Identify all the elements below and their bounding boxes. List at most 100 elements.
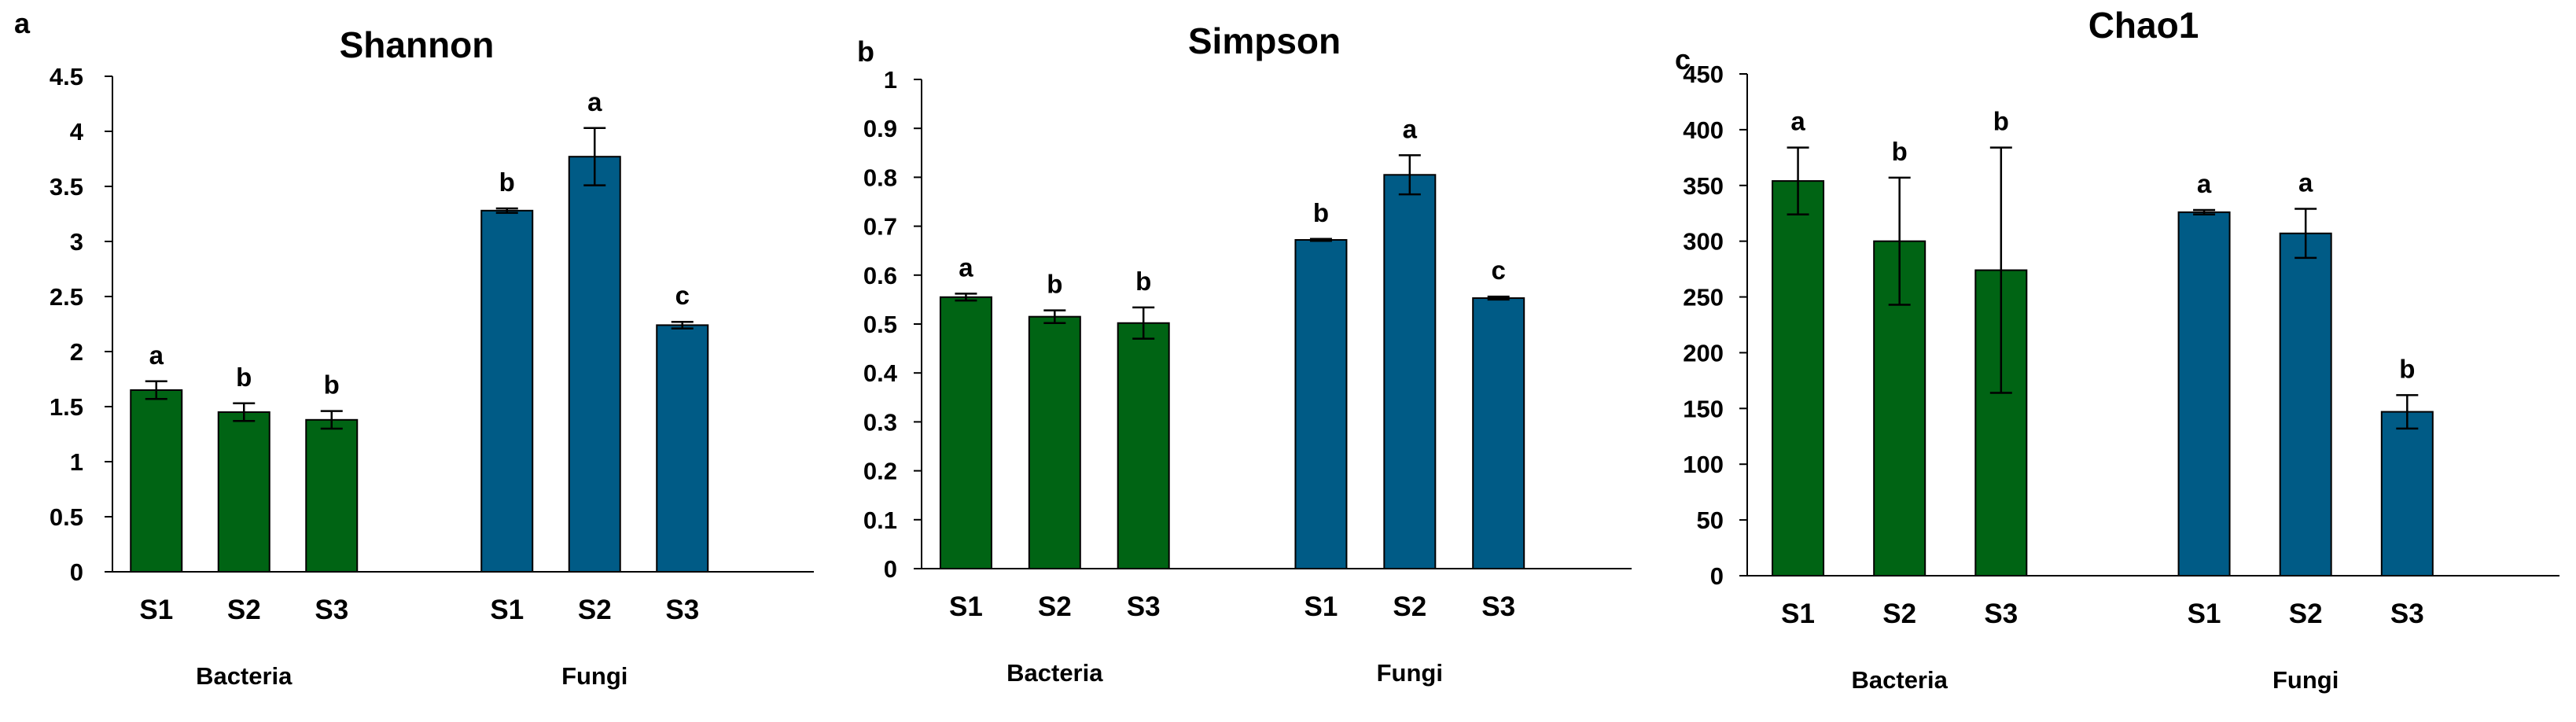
panel-letter-b: b (857, 35, 874, 68)
x-tick-label: S2 (578, 595, 612, 625)
y-tick-label: 1 (70, 448, 83, 476)
group-label-bacteria: Bacteria (1006, 659, 1103, 687)
significance-letter: b (499, 168, 515, 197)
bar-fungi-s1 (1294, 239, 1348, 569)
bar-fungi-s1 (2177, 211, 2231, 576)
y-tick-label: 450 (1683, 61, 1724, 88)
x-tick-label: S2 (1393, 591, 1426, 622)
panel-letter-c: c (1675, 43, 1691, 76)
significance-letter: a (959, 252, 973, 282)
bar-bacteria-s1 (1772, 180, 1825, 577)
y-tick-label: 150 (1683, 395, 1724, 422)
x-tick-label: S1 (949, 591, 983, 622)
bar-fungi-s2 (1383, 174, 1437, 569)
y-tick-label: 0.2 (863, 458, 897, 485)
x-tick-label: S2 (1038, 591, 1072, 622)
x-tick-label: S3 (1984, 599, 2018, 629)
y-tick-label: 200 (1683, 339, 1724, 367)
y-tick-label: 3.5 (50, 173, 83, 201)
bar-fungi-s1 (480, 209, 534, 573)
significance-letter: b (2399, 354, 2415, 383)
significance-letter: a (149, 341, 164, 370)
significance-letter: b (1135, 267, 1151, 296)
chart-panel-c: c Chao1 0 50 100 150 200 250 300 350 400 450 a S1 b S… (1675, 5, 2559, 694)
chart-marks: 0 50 100 150 200 250 300 350 400 450 a S1 b S2 b S3 Bact… (1683, 61, 2559, 694)
x-tick-label: S1 (1781, 599, 1815, 629)
significance-letter: a (2197, 169, 2212, 198)
y-tick-label: 3 (70, 228, 83, 256)
significance-letter: b (1892, 137, 1908, 166)
y-tick-label: 0.5 (50, 503, 83, 531)
significance-letter: a (1403, 114, 1418, 143)
x-tick-label: S1 (2188, 599, 2221, 629)
chart-title-chao1: Chao1 (2088, 5, 2199, 46)
x-tick-label: S3 (315, 595, 348, 625)
bar-fungi-s3 (656, 324, 709, 573)
significance-letter: a (587, 87, 602, 116)
group-label-fungi: Fungi (1377, 659, 1443, 687)
significance-letter: b (1313, 198, 1329, 227)
bar-bacteria-s2 (1028, 315, 1081, 569)
significance-letter: b (1993, 107, 2009, 136)
y-tick-label: 0.8 (863, 164, 897, 191)
group-label-bacteria: Bacteria (1852, 666, 1949, 694)
x-tick-label: S2 (1882, 599, 1916, 629)
chart-title-simpson: Simpson (1188, 20, 1341, 61)
bar-fungi-s2 (568, 156, 621, 573)
significance-letter: c (1492, 256, 1506, 285)
y-tick-label: 0 (1710, 562, 1724, 590)
y-tick-label: 4.5 (50, 63, 83, 90)
x-tick-label: S1 (139, 595, 173, 625)
y-tick-label: 1 (884, 66, 897, 94)
x-tick-label: S1 (490, 595, 524, 625)
bar-bacteria-s1 (939, 296, 992, 569)
y-tick-label: 0.3 (863, 408, 897, 436)
x-tick-label: S3 (1481, 591, 1515, 622)
y-tick-label: 0 (70, 558, 83, 586)
x-tick-label: S2 (2289, 599, 2323, 629)
y-tick-label: 0.7 (863, 213, 897, 241)
bar-fungi-s3 (2380, 411, 2434, 576)
y-tick-label: 1.5 (50, 393, 83, 421)
y-tick-label: 0.1 (863, 507, 897, 534)
x-tick-label: S3 (1127, 591, 1161, 622)
y-tick-label: 100 (1683, 451, 1724, 478)
chart-panel-b: b Simpson 0 0.1 0.2 0.3 0.4 0.5 0.6 0.7 0.8 0.9 1 a… (857, 20, 1632, 687)
chart-marks: 0 0.5 1 1.5 2 2.5 3 3.5 4 4.5 a S1 b S2 b S3 Bacteria b S1… (50, 63, 814, 690)
significance-letter: c (675, 281, 690, 310)
significance-letter: a (2298, 168, 2313, 197)
y-tick-label: 2.5 (50, 283, 83, 311)
y-tick-label: 350 (1683, 172, 1724, 200)
y-tick-label: 300 (1683, 228, 1724, 256)
chart-marks: 0 0.1 0.2 0.3 0.4 0.5 0.6 0.7 0.8 0.9 1 a S1 b S2 b S3 Ba… (863, 66, 1632, 687)
bar-bacteria-s1 (130, 389, 183, 573)
chart-title-shannon: Shannon (340, 24, 495, 65)
x-tick-label: S2 (227, 595, 261, 625)
significance-letter: b (1047, 270, 1062, 299)
significance-letter: a (1790, 107, 1805, 136)
y-tick-label: 2 (70, 338, 83, 366)
y-tick-label: 50 (1697, 507, 1724, 534)
y-tick-label: 0.9 (863, 115, 897, 142)
panel-letter-a: a (14, 7, 31, 39)
group-label-fungi: Fungi (561, 662, 627, 690)
significance-letter: b (324, 370, 340, 400)
x-tick-label: S3 (665, 595, 699, 625)
y-tick-label: 250 (1683, 284, 1724, 311)
y-tick-label: 400 (1683, 116, 1724, 144)
bar-bacteria-s2 (217, 411, 270, 573)
group-label-fungi: Fungi (2272, 666, 2339, 694)
x-tick-label: S1 (1305, 591, 1338, 622)
bar-bacteria-s3 (1117, 322, 1170, 569)
y-tick-label: 4 (70, 118, 84, 146)
y-tick-label: 0.6 (863, 262, 897, 289)
significance-letter: b (236, 363, 252, 392)
y-tick-label: 0.4 (863, 359, 898, 387)
group-label-bacteria: Bacteria (196, 662, 293, 690)
y-tick-label: 0 (884, 555, 897, 583)
x-tick-label: S3 (2390, 599, 2424, 629)
bar-fungi-s2 (2279, 232, 2332, 576)
chart-panel-a: a Shannon 0 0.5 1 1.5 2 2.5 3 3.5 4 4.5 a S1 b S2 b S3 B… (14, 7, 814, 690)
bar-fungi-s3 (1472, 297, 1525, 569)
